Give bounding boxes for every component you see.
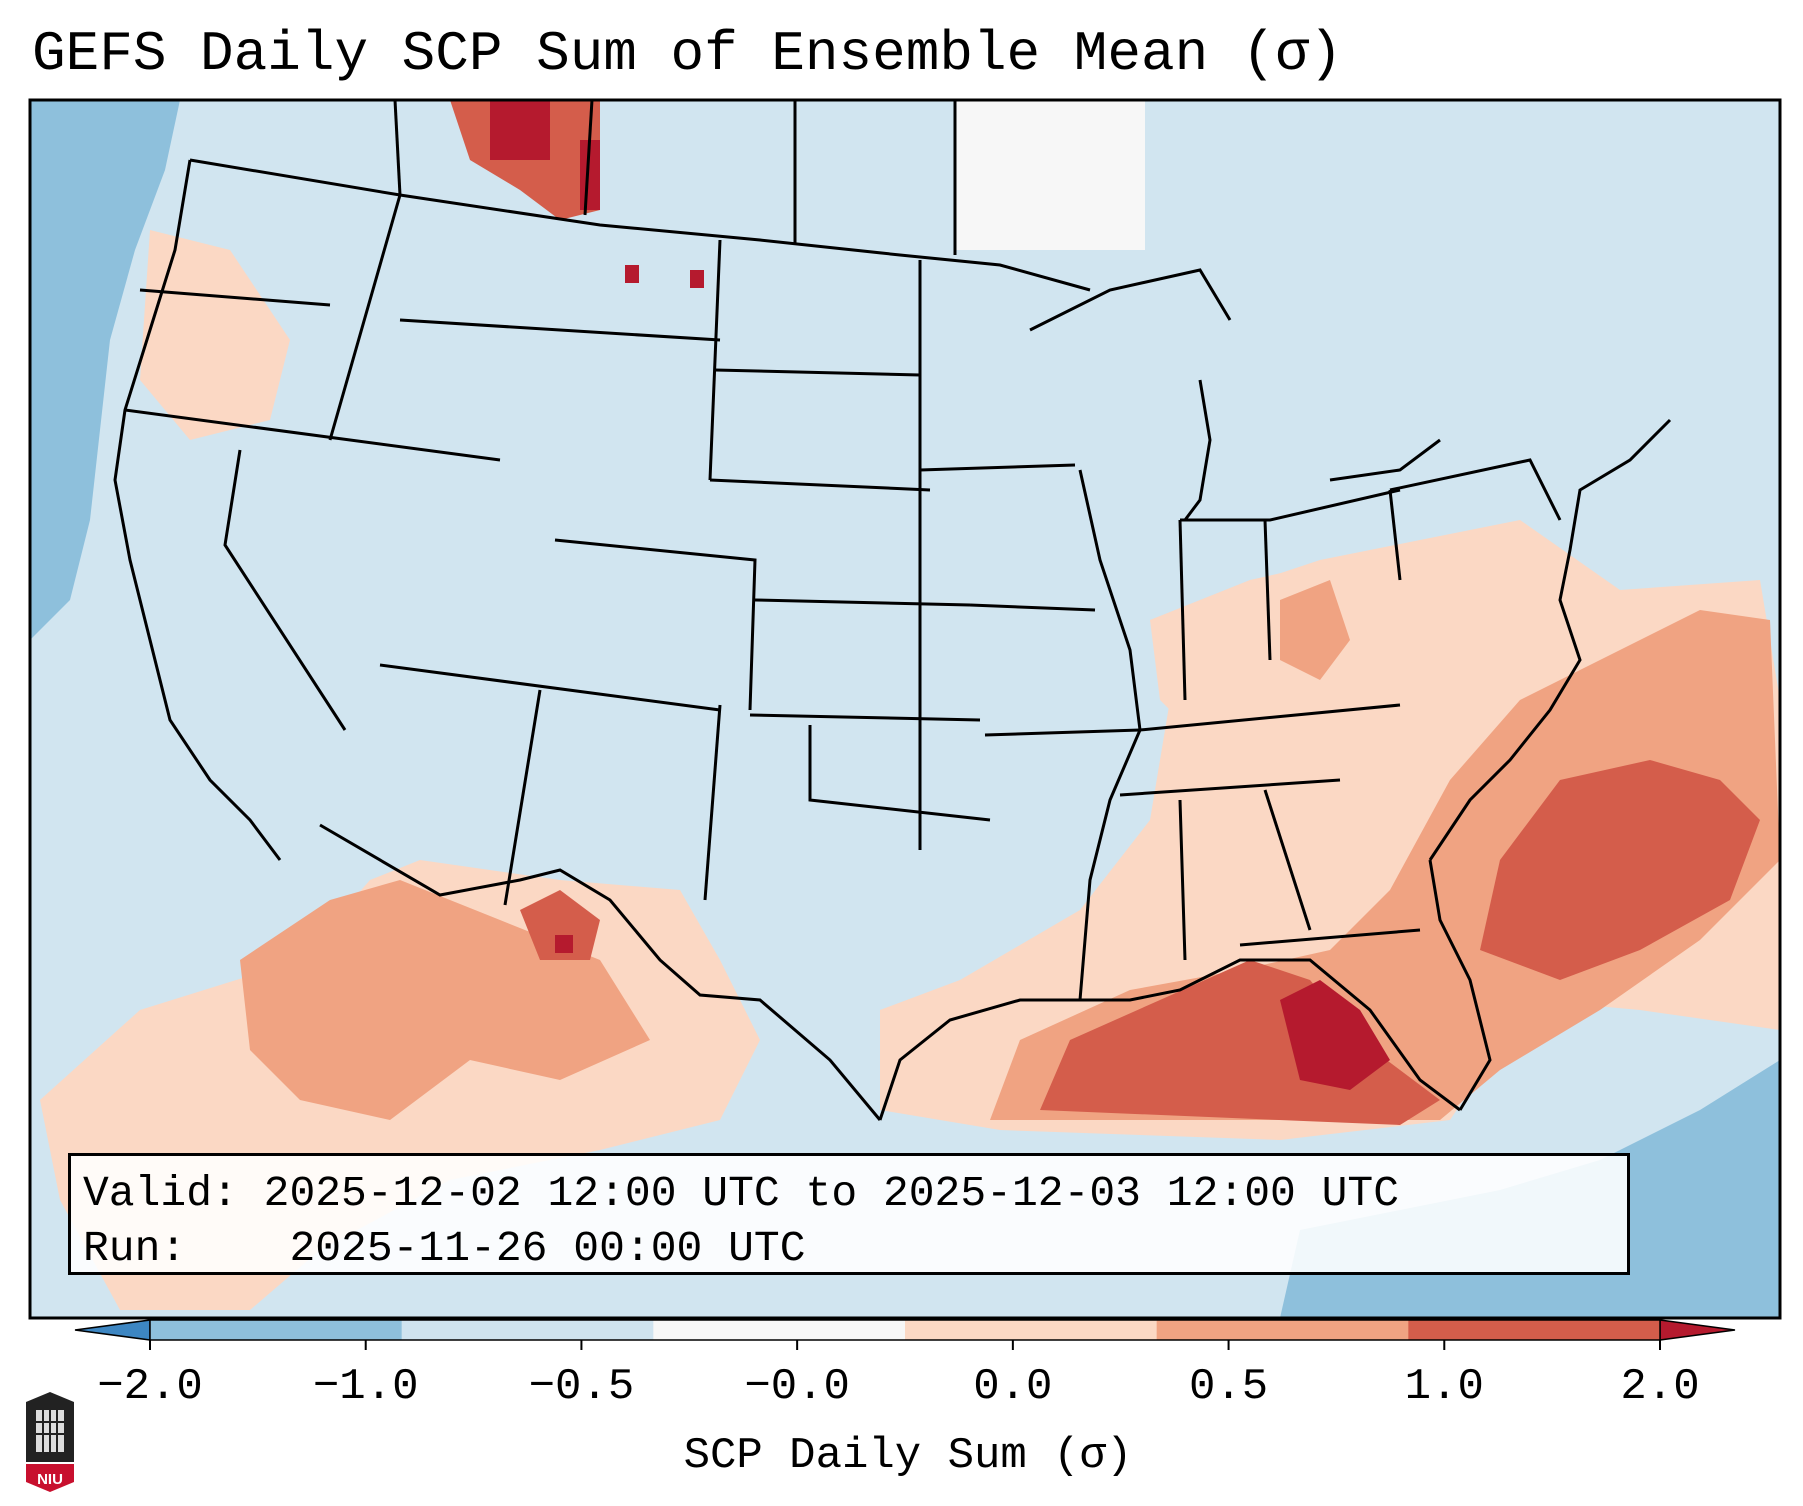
colorbar-frame	[149, 1319, 1661, 1341]
border-id	[328, 194, 402, 441]
colorbar-tick-label: 0.0	[973, 1362, 1053, 1412]
border-southeast-1	[1139, 703, 1401, 732]
border-northeast-1	[1389, 458, 1562, 521]
border-central-2	[919, 463, 1076, 472]
canada-white-region	[955, 100, 1145, 250]
border-plains-3	[709, 478, 931, 492]
niu-logo: NIU	[22, 1392, 78, 1492]
colorbar-bin	[905, 1320, 1158, 1340]
colorbar-tick-label: 2.0	[1620, 1362, 1700, 1412]
border-or-ca-nv	[124, 408, 501, 462]
alberta-max-positive-1	[490, 100, 550, 160]
state-borders	[113, 100, 1672, 1121]
border-ut-az	[379, 663, 721, 712]
border-nm-tx	[703, 704, 722, 901]
valid-label: Valid:	[83, 1169, 238, 1218]
colorbar-extend-high	[1659, 1319, 1736, 1341]
border-great-lakes-1	[1180, 488, 1401, 522]
border-great-lakes-3	[1263, 519, 1272, 661]
colorbar-tick-label: −0.5	[528, 1362, 635, 1412]
border-ga-fl	[1239, 928, 1421, 947]
east-coast	[1428, 418, 1672, 861]
colorbar-bin	[1156, 1320, 1409, 1340]
border-plains-1	[708, 239, 722, 481]
border-tx-ok	[808, 725, 991, 822]
us-west-coast	[113, 159, 282, 861]
border-canada-2	[583, 100, 594, 216]
colorbar-tick-label: −1.0	[312, 1362, 419, 1412]
atlantic-strong-positive	[1480, 760, 1760, 980]
northwest-light-positive	[140, 230, 290, 440]
run-value: 2025-11-26 00:00 UTC	[289, 1224, 806, 1273]
border-plains-2	[714, 368, 921, 377]
colorbar	[74, 1319, 1736, 1350]
run-label: Run:	[83, 1224, 187, 1273]
colorbar-tick-label: −0.0	[744, 1362, 850, 1412]
border-southeast-3	[1178, 799, 1187, 961]
valid-value: 2025-12-02 12:00 UTC to 2025-12-03 12:00…	[263, 1169, 1400, 1218]
sask-max-positive-2	[690, 270, 704, 288]
ohio-valley-medium-positive	[1280, 580, 1350, 680]
map-frame	[28, 98, 1782, 1320]
border-wa-or	[139, 288, 331, 307]
pacific-negative-region	[30, 100, 180, 640]
run-row: Run: 2025-11-26 00:00 UTC	[83, 1221, 1615, 1276]
colorbar-tick-label: −2.0	[97, 1362, 203, 1412]
colorbar-extend-low	[74, 1319, 151, 1341]
niu-logo-text: NIU	[37, 1471, 63, 1488]
mexico-strong-positive	[520, 890, 600, 960]
colorbar-bin	[653, 1320, 906, 1340]
lake-superior	[1029, 268, 1232, 332]
border-central-4	[984, 728, 1141, 737]
colorbar-bin	[401, 1320, 654, 1340]
border-nv-ca	[223, 449, 347, 731]
map-title: GEFS Daily SCP Sum of Ensemble Mean (σ)	[32, 22, 1343, 86]
border-central-3	[969, 603, 1096, 612]
border-canada-1	[393, 100, 402, 196]
gulf-max-positive	[1280, 980, 1390, 1090]
border-mt-wy	[399, 318, 721, 342]
gulf-coast	[878, 958, 1461, 1121]
border-co	[554, 538, 757, 711]
sask-max-positive-1	[625, 265, 639, 283]
colorbar-title: SCP Daily Sum (σ)	[683, 1431, 1133, 1481]
lake-michigan	[1183, 379, 1212, 521]
niu-logo-icon	[26, 1392, 74, 1492]
border-az-nm	[503, 689, 542, 906]
border-great-lakes-2	[1178, 519, 1187, 701]
info-box: Valid: 2025-12-02 12:00 UTC to 2025-12-0…	[68, 1153, 1630, 1275]
us-mexico-border	[319, 823, 882, 1121]
colorbar-bin	[1408, 1320, 1661, 1340]
border-southeast-2	[1119, 778, 1341, 797]
border-plains-5	[749, 713, 981, 722]
colorbar-tick-label: 0.5	[1188, 1362, 1269, 1412]
lake-erie	[1329, 438, 1441, 482]
colorbar-tick-label: 1.0	[1404, 1362, 1484, 1412]
colorbar-bin	[150, 1320, 403, 1340]
border-plains-4	[754, 598, 971, 607]
southwest-max-positive	[555, 935, 573, 953]
valid-row: Valid: 2025-12-02 12:00 UTC to 2025-12-0…	[83, 1166, 1615, 1221]
border-northeast-2	[1388, 489, 1402, 581]
border-southeast-4	[1263, 789, 1312, 931]
florida-coast	[1428, 859, 1492, 1111]
